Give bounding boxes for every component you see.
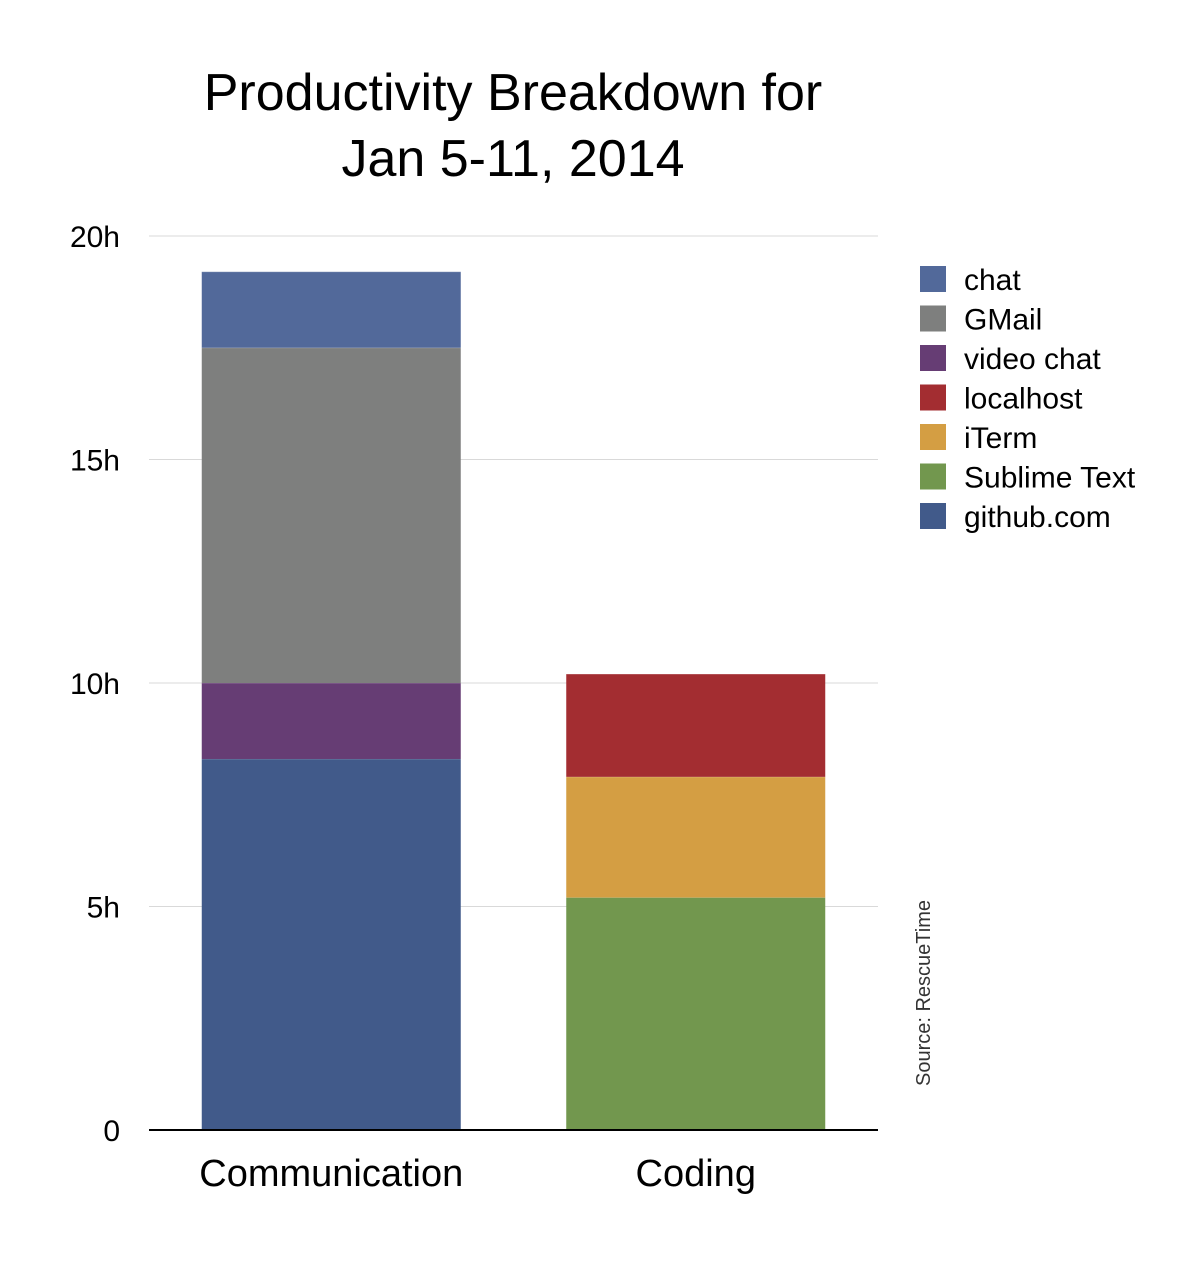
legend: chat GMail video chat localhost iTerm Sublime… [920,264,1136,534]
x-category-label: Coding [636,1153,756,1195]
legend-label: GMail [964,304,1042,337]
legend-label: localhost [964,383,1083,416]
y-axis-ticks: 0 5h 10h 15h 20h [70,221,120,1148]
legend-swatch [920,345,946,371]
y-tick-label: 20h [70,221,120,254]
legend-swatch [920,266,946,292]
y-tick-label: 5h [87,892,120,925]
chart-title: Productivity Breakdown for Jan 5-11, 201… [204,64,823,188]
y-tick-label: 10h [70,668,120,701]
chart-title-line-1: Productivity Breakdown for [204,64,823,122]
source-note: Source: RescueTime [913,900,935,1086]
bar-communication-video-chat [201,683,461,759]
x-category-label: Communication [199,1153,463,1195]
x-axis-categories: Communication Coding [199,1153,756,1195]
bar-communication-chat [201,271,461,348]
legend-label: chat [964,264,1021,297]
chart-title-line-2: Jan 5-11, 2014 [341,130,684,188]
legend-swatch [920,384,946,411]
legend-label: iTerm [964,422,1037,455]
y-tick-label: 0 [103,1115,120,1148]
legend-label: video chat [964,343,1101,376]
legend-swatch [920,463,946,490]
legend-swatch [920,305,946,332]
legend-label: Sublime Text [964,462,1136,495]
legend-swatch [920,503,946,529]
bar-coding-localhost [566,674,826,777]
bar-coding-sublime-text [566,897,826,1130]
y-tick-label: 15h [70,445,120,478]
bar-communication-gmail [201,347,461,683]
legend-label: github.com [964,501,1111,534]
legend-swatch [920,424,946,450]
bar-communication-github-com [201,758,461,1130]
bars [201,271,826,1130]
bar-coding-iterm [566,776,826,898]
